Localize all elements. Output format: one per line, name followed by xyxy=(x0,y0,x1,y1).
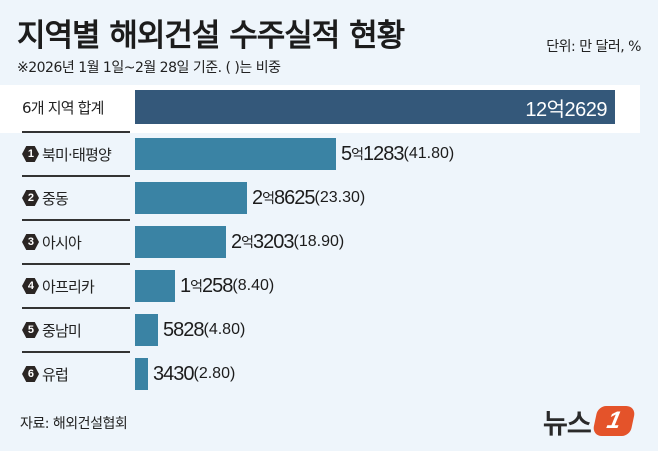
share-percent: (2.80) xyxy=(193,365,236,382)
region-row: 6 유럽 3430 (2.80) xyxy=(0,352,658,396)
region-label: 6 유럽 xyxy=(22,352,130,396)
region-label: 1 북미·태평양 xyxy=(22,132,130,176)
value-rest: 3203 xyxy=(253,230,294,253)
rank-hexagon-icon: 4 xyxy=(22,278,39,294)
chart-subtitle: ※2026년 1월 1일~2월 28일 기준. ( )는 비중 xyxy=(17,60,281,76)
region-name: 아시아 xyxy=(42,233,82,252)
bar-value-label: 1 억 258 (8.40) xyxy=(180,264,274,308)
total-label: 6개 지역 합계 xyxy=(22,98,104,117)
region-name: 중남미 xyxy=(42,321,82,340)
total-value: 12억2629 xyxy=(525,98,607,121)
rank-hexagon-icon: 5 xyxy=(22,322,39,338)
bar-value-label: 2 억 3203 (18.90) xyxy=(231,220,344,264)
rank-hexagon-icon: 1 xyxy=(22,146,39,162)
eok-unit: 억 xyxy=(190,278,203,294)
chart-title: 지역별 해외건설 수주실적 현황 xyxy=(17,18,405,54)
eok-unit: 억 xyxy=(241,234,254,250)
value-rest: 3430 xyxy=(153,362,194,385)
region-row: 4 아프리카 1 억 258 (8.40) xyxy=(0,264,658,308)
share-percent: (41.80) xyxy=(403,145,455,162)
value-eok: 2 xyxy=(252,186,263,209)
logo-text: 뉴스 xyxy=(543,408,592,440)
region-label: 3 아시아 xyxy=(22,220,130,264)
share-percent: (4.80) xyxy=(203,321,246,338)
row-divider xyxy=(22,263,130,265)
share-percent: (8.40) xyxy=(232,277,275,294)
row-divider xyxy=(22,351,130,353)
row-divider xyxy=(22,175,130,177)
value-eok: 1 xyxy=(180,274,191,297)
bar-value-label: 3430 (2.80) xyxy=(153,352,235,396)
share-percent: (23.30) xyxy=(314,189,366,206)
row-divider xyxy=(22,219,130,221)
eok-unit: 억 xyxy=(262,190,275,206)
logo-mark-icon: 1 xyxy=(591,406,636,436)
region-name: 아프리카 xyxy=(42,277,95,296)
region-label: 2 중동 xyxy=(22,176,130,220)
region-name: 중동 xyxy=(42,189,69,208)
region-row: 2 중동 2 억 8625 (23.30) xyxy=(0,176,658,220)
region-label: 5 중남미 xyxy=(22,308,130,352)
region-bar xyxy=(135,358,148,390)
region-name: 유럽 xyxy=(42,365,69,384)
region-bar xyxy=(135,314,158,346)
region-bar xyxy=(135,138,336,170)
eok-unit: 억 xyxy=(351,146,364,162)
total-bar: 12억2629 xyxy=(135,90,615,124)
region-row: 5 중남미 5828 (4.80) xyxy=(0,308,658,352)
source-label: 자료: 해외건설협회 xyxy=(20,416,128,432)
bar-value-label: 2 억 8625 (23.30) xyxy=(252,176,365,220)
region-bar xyxy=(135,226,226,258)
value-eok: 5 xyxy=(341,142,352,165)
region-row: 3 아시아 2 억 3203 (18.90) xyxy=(0,220,658,264)
region-bar xyxy=(135,182,247,214)
value-eok: 2 xyxy=(231,230,242,253)
rank-hexagon-icon: 6 xyxy=(22,366,39,382)
share-percent: (18.90) xyxy=(293,233,345,250)
region-row: 1 북미·태평양 5 억 1283 (41.80) xyxy=(0,132,658,176)
rank-hexagon-icon: 3 xyxy=(22,234,39,250)
value-rest: 258 xyxy=(202,274,233,297)
total-row: 6개 지역 합계 12억2629 xyxy=(0,85,658,129)
value-rest: 5828 xyxy=(163,318,204,341)
row-divider xyxy=(22,131,130,133)
value-rest: 8625 xyxy=(274,186,315,209)
unit-label: 단위: 만 달러, % xyxy=(546,39,641,55)
value-rest: 1283 xyxy=(363,142,404,165)
news1-logo: 뉴스 1 xyxy=(543,401,636,441)
region-bar xyxy=(135,270,175,302)
rank-hexagon-icon: 2 xyxy=(22,190,39,206)
bar-value-label: 5828 (4.80) xyxy=(163,308,245,352)
region-name: 북미·태평양 xyxy=(42,145,112,164)
bar-value-label: 5 억 1283 (41.80) xyxy=(341,132,454,176)
region-label: 4 아프리카 xyxy=(22,264,130,308)
row-divider xyxy=(22,307,130,309)
